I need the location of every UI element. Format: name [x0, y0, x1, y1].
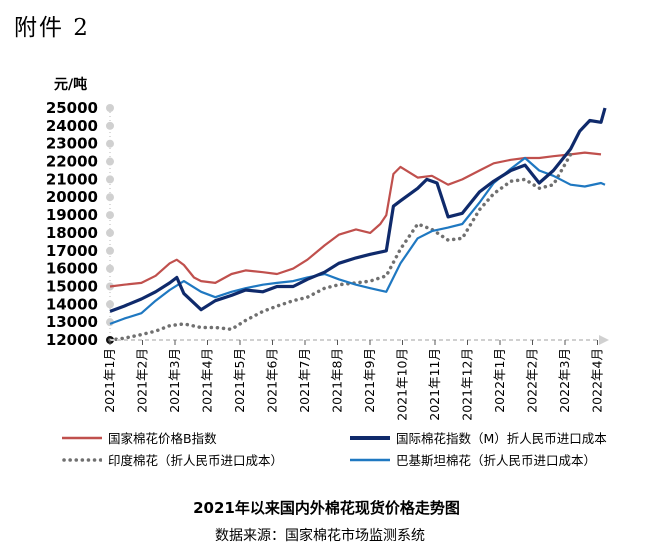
y-tick-label: 15000 [46, 277, 98, 295]
y-tick-dot [106, 104, 114, 112]
y-tick-label: 23000 [46, 135, 98, 153]
x-axis-arrow [599, 335, 609, 345]
x-tick-label: 2021年10月 [395, 348, 410, 421]
y-tick-label: 14000 [46, 295, 98, 313]
legend-item-pakistan: 巴基斯坦棉花（折人民币进口成本） [350, 450, 596, 469]
x-tick-label: 2021年6月 [265, 348, 280, 413]
y-axis: 1200013000140001500016000170001800019000… [46, 99, 114, 349]
series-line-0 [109, 151, 602, 288]
x-tick-label: 2022年3月 [557, 348, 572, 413]
y-tick-dot [106, 139, 114, 148]
legend-item-b-index: 国家棉花价格B指数 [62, 428, 217, 447]
legend-item-india: 印度棉花（折人民币进口成本） [62, 450, 283, 469]
y-tick-label: 19000 [46, 206, 98, 224]
x-tick-label: 2021年1月 [102, 348, 117, 413]
y-tick-dot [106, 121, 114, 130]
x-tick-label: 2021年12月 [460, 348, 475, 421]
legend-label-india: 印度棉花（折人民币进口成本） [108, 453, 284, 468]
legend-swatch-m-index [350, 435, 390, 440]
x-tick-label: 2021年3月 [167, 348, 182, 413]
chart-title: 2021年以来国内外棉花现货价格走势图 [193, 499, 460, 517]
x-tick-label: 2021年8月 [330, 348, 345, 413]
y-tick-label: 16000 [46, 260, 98, 278]
y-tick-dot [106, 211, 114, 220]
y-tick-dot [106, 175, 114, 184]
x-tick-label: 2022年1月 [492, 348, 507, 413]
y-tick-label: 22000 [46, 153, 98, 171]
y-tick-label: 17000 [46, 242, 98, 260]
y-tick-label: 12000 [46, 331, 98, 349]
y-tick-dot [106, 264, 114, 273]
legend-swatch-pakistan [350, 458, 390, 461]
y-tick-label: 13000 [46, 313, 98, 331]
legend-label-b-index: 国家棉花价格B指数 [108, 431, 217, 446]
legend-label-m-index: 国际棉花指数（M）折人民币进口成本 [396, 431, 607, 446]
series-layer [108, 107, 607, 342]
y-tick-label: 20000 [46, 188, 98, 206]
x-axis: 2021年1月 2021年2月 2021年3月 2021年4月 2021年5月 2021年… [102, 335, 609, 421]
series-line-2 [108, 152, 573, 342]
legend-item-m-index: 国际棉花指数（M）折人民币进口成本 [350, 428, 607, 447]
y-tick-dot [106, 246, 114, 255]
x-tick-label: 2021年2月 [135, 348, 150, 413]
x-tick-label: 2021年4月 [200, 348, 215, 413]
y-tick-label: 18000 [46, 224, 98, 242]
x-tick-label: 2022年4月 [590, 348, 605, 413]
y-tick-dot [106, 300, 114, 309]
series-line-3 [109, 156, 606, 325]
y-tick-label: 24000 [46, 117, 98, 135]
legend-swatch-india [62, 457, 102, 462]
y-tick-dot [106, 228, 114, 237]
y-tick-dot [106, 157, 114, 166]
legend-swatch-b-index [62, 436, 102, 439]
y-tick-label: 21000 [46, 170, 98, 188]
y-axis-unit-label: 元/吨 [54, 77, 88, 93]
attachment-label: 附件 2 [14, 15, 90, 41]
series-line-1 [109, 107, 607, 313]
data-source-note: 数据来源：国家棉花市场监测系统 [215, 528, 425, 544]
x-tick-label: 2021年11月 [427, 348, 442, 421]
x-tick-label: 2021年5月 [232, 348, 247, 413]
x-tick-label: 2021年7月 [297, 348, 312, 413]
x-tick-label: 2021年9月 [362, 348, 377, 413]
y-tick-label: 25000 [46, 99, 98, 117]
x-tick-label: 2022年2月 [525, 348, 540, 413]
y-tick-dot [106, 193, 114, 202]
legend-label-pakistan: 巴基斯坦棉花（折人民币进口成本） [396, 453, 597, 468]
